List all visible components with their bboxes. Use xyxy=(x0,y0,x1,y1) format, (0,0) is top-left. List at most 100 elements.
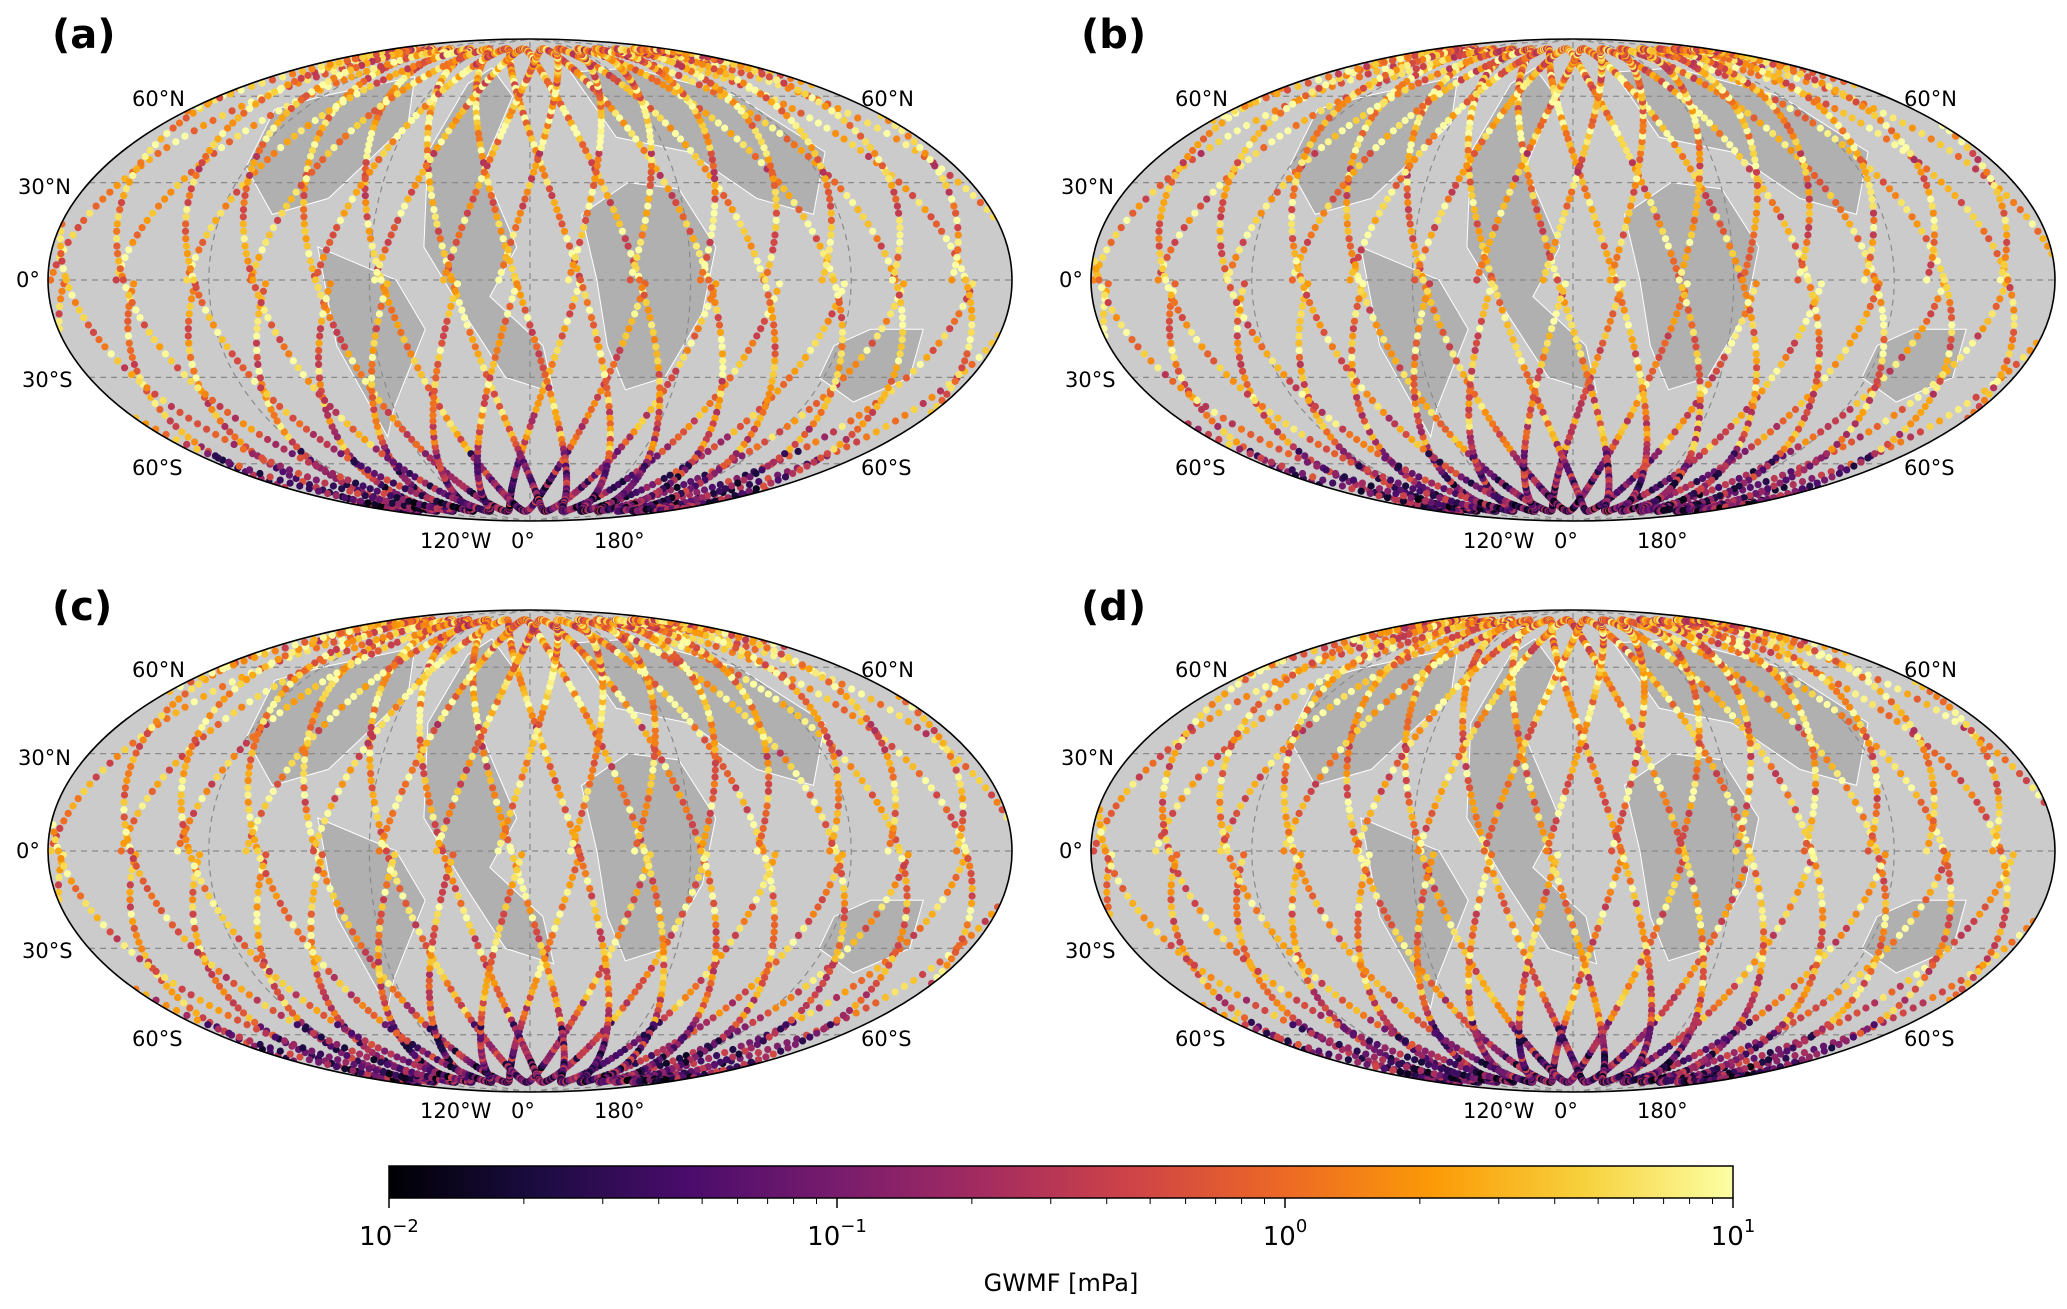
track-point xyxy=(656,384,664,392)
track-point xyxy=(1667,250,1675,258)
track-point xyxy=(761,438,769,446)
track-point xyxy=(716,328,725,336)
track-point xyxy=(1680,291,1688,299)
track-point xyxy=(499,235,507,243)
track-point xyxy=(656,171,664,180)
track-point xyxy=(340,76,348,84)
track-point xyxy=(312,476,320,484)
track-point xyxy=(787,82,795,91)
track-point xyxy=(503,420,511,428)
track-point xyxy=(596,144,604,152)
track-point xyxy=(221,435,229,444)
track-point xyxy=(1594,353,1602,361)
track-point xyxy=(497,332,505,340)
track-point xyxy=(711,414,719,422)
track-point xyxy=(107,350,115,358)
track-point xyxy=(333,224,341,232)
track-point xyxy=(864,119,872,127)
track-point xyxy=(397,209,405,217)
track-point xyxy=(218,336,226,344)
track-point xyxy=(1224,132,1232,140)
track-point xyxy=(509,231,517,239)
track-point xyxy=(755,478,763,486)
track-point xyxy=(216,417,224,425)
track-point xyxy=(1112,231,1120,239)
track-point xyxy=(840,116,848,125)
track-point xyxy=(1645,374,1653,382)
track-point xyxy=(1785,411,1793,419)
track-point xyxy=(1535,213,1543,221)
track-point xyxy=(1742,291,1750,299)
track-point xyxy=(646,105,655,113)
track-point xyxy=(1344,227,1352,235)
track-point xyxy=(378,253,386,261)
track-point xyxy=(306,152,315,161)
track-point xyxy=(909,367,918,375)
track-point xyxy=(837,185,845,193)
track-point xyxy=(1167,246,1175,254)
track-point xyxy=(325,107,333,115)
track-point xyxy=(640,146,648,155)
track-point xyxy=(765,261,774,269)
track-point xyxy=(386,73,394,81)
track-point xyxy=(745,447,754,455)
track-point xyxy=(239,213,247,221)
track-point xyxy=(655,402,664,411)
track-point xyxy=(1656,220,1664,228)
track-point xyxy=(788,105,796,113)
track-point xyxy=(964,284,972,292)
track-point xyxy=(245,171,254,180)
track-point xyxy=(119,276,127,284)
track-point xyxy=(322,295,330,303)
track-point xyxy=(732,213,741,221)
track-point xyxy=(883,129,891,138)
track-point xyxy=(770,328,779,336)
track-point xyxy=(942,181,950,189)
track-point xyxy=(1444,195,1452,203)
track-point xyxy=(578,422,586,431)
track-point xyxy=(124,317,132,325)
track-point xyxy=(652,343,660,351)
track-point xyxy=(242,250,250,258)
track-point xyxy=(892,195,900,203)
track-point xyxy=(877,242,885,250)
track-point xyxy=(1406,146,1414,155)
track-point xyxy=(734,479,742,487)
track-point xyxy=(244,257,252,265)
track-point xyxy=(62,276,70,284)
track-point xyxy=(717,384,726,392)
track-point xyxy=(1593,220,1601,228)
track-point xyxy=(902,374,911,382)
track-point xyxy=(946,325,954,333)
track-point xyxy=(1359,112,1367,120)
track-point xyxy=(1413,268,1421,276)
track-point xyxy=(969,192,977,200)
track-point xyxy=(474,124,482,132)
track-point xyxy=(745,481,754,489)
track-point xyxy=(347,127,355,135)
track-point xyxy=(400,202,409,210)
track-point xyxy=(753,257,761,265)
track-point xyxy=(616,114,624,122)
track-point xyxy=(176,408,184,416)
track-point xyxy=(1324,202,1332,210)
track-point xyxy=(1741,447,1749,455)
track-point xyxy=(882,422,890,431)
track-point xyxy=(1515,350,1523,358)
track-point xyxy=(1750,287,1758,295)
track-point xyxy=(965,291,974,299)
track-point xyxy=(560,227,569,235)
track-point xyxy=(1397,175,1405,183)
track-point xyxy=(1411,276,1419,284)
track-point xyxy=(656,390,664,398)
track-point xyxy=(181,132,189,140)
track-point xyxy=(1401,86,1409,94)
track-point xyxy=(477,175,486,183)
track-point xyxy=(368,374,376,382)
track-point xyxy=(519,299,527,307)
track-point xyxy=(280,445,288,453)
track-point xyxy=(133,165,141,173)
track-point xyxy=(432,374,440,382)
track-point xyxy=(1624,321,1632,329)
track-point xyxy=(1427,408,1435,416)
